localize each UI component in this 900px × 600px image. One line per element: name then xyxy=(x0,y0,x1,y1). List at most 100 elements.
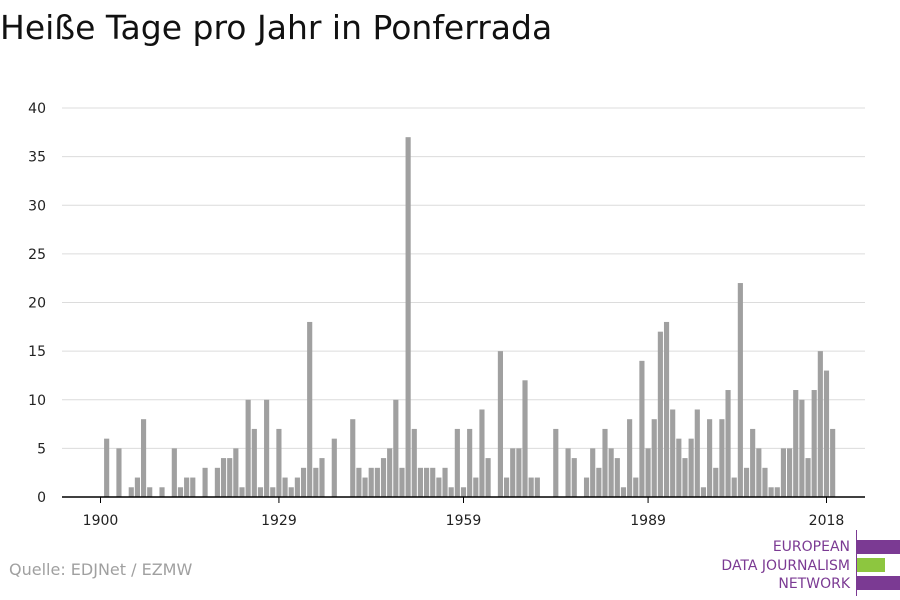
bar xyxy=(602,428,608,497)
x-tick-label: 1959 xyxy=(446,513,482,529)
bar xyxy=(467,428,473,497)
bar xyxy=(590,448,596,498)
y-tick-label: 0 xyxy=(37,490,46,506)
bar xyxy=(823,370,830,497)
bar xyxy=(147,487,153,497)
bar xyxy=(762,467,768,497)
bar xyxy=(571,458,577,497)
bar xyxy=(731,477,737,497)
bar xyxy=(430,467,436,497)
bar xyxy=(245,399,251,497)
bar xyxy=(227,458,233,497)
bar xyxy=(442,467,448,497)
bar xyxy=(350,419,356,497)
logo-text-line3: NETWORK xyxy=(778,576,850,592)
logo-divider xyxy=(856,530,857,596)
chart-title: Heiße Tage pro Jahr in Ponferrada xyxy=(0,8,553,47)
bar xyxy=(270,487,276,497)
x-tick-label: 1900 xyxy=(83,513,119,529)
bar xyxy=(300,467,307,497)
bar xyxy=(497,351,503,498)
bar xyxy=(276,428,282,497)
x-tick-label: 2018 xyxy=(809,513,845,529)
y-tick-label: 25 xyxy=(28,247,46,263)
bar xyxy=(159,487,165,497)
logo-bar-top xyxy=(857,540,900,554)
bar xyxy=(214,467,220,497)
bar xyxy=(282,477,288,497)
bar xyxy=(368,467,374,497)
bar xyxy=(534,477,540,497)
bar xyxy=(627,419,633,497)
logo-text-line1: EUROPEAN xyxy=(772,539,850,555)
bar xyxy=(140,419,147,497)
x-tick-label: 1989 xyxy=(630,513,666,529)
gridlines xyxy=(62,107,865,449)
bar xyxy=(633,477,639,497)
bar xyxy=(719,419,725,497)
bar xyxy=(356,467,362,497)
bar xyxy=(399,467,405,497)
bar xyxy=(565,448,571,498)
bar xyxy=(670,409,676,497)
bar xyxy=(374,467,380,497)
bar xyxy=(424,467,430,497)
bar xyxy=(104,438,110,497)
bar xyxy=(516,448,522,498)
edjnet-logo[interactable]: EUROPEAN DATA JOURNALISM NETWORK xyxy=(700,530,900,596)
bar xyxy=(750,428,756,497)
bar xyxy=(725,390,731,497)
y-tick-label: 40 xyxy=(28,101,46,117)
bar xyxy=(608,448,614,498)
bar xyxy=(233,448,239,498)
y-tick-label: 5 xyxy=(37,441,46,457)
bar xyxy=(811,390,817,497)
bar xyxy=(331,438,337,497)
bar xyxy=(184,477,190,497)
logo-bar-bottom xyxy=(857,576,900,590)
logo-text-line2: DATA JOURNALISM xyxy=(721,557,850,574)
bar xyxy=(190,477,196,497)
bar xyxy=(380,458,387,497)
bar xyxy=(583,477,590,497)
bar xyxy=(473,477,479,497)
bar xyxy=(251,428,257,497)
bar xyxy=(596,467,602,497)
bar xyxy=(817,351,823,498)
bar xyxy=(128,487,134,497)
bar xyxy=(479,409,485,497)
bar xyxy=(257,487,264,497)
bar xyxy=(805,458,811,497)
bar xyxy=(768,487,774,497)
x-axis-ticks: 1900 1929 1959 1989 2018 xyxy=(83,497,845,529)
y-tick-label: 15 xyxy=(28,344,46,360)
bar xyxy=(288,487,294,497)
bar xyxy=(134,477,140,497)
bar xyxy=(436,477,442,497)
bar xyxy=(756,448,762,498)
bar xyxy=(411,428,417,497)
y-tick-label: 35 xyxy=(28,150,46,166)
bar xyxy=(682,458,688,497)
source-note: Quelle: EDJNet / EZMW xyxy=(9,560,193,579)
bar xyxy=(417,467,424,497)
bar-chart: 0 5 10 15 20 25 30 35 40 1900 1929 1959 1989 2018 xyxy=(28,101,865,529)
bar xyxy=(830,428,836,497)
bar xyxy=(700,487,707,497)
bar xyxy=(177,487,184,497)
bar xyxy=(614,458,620,497)
bar xyxy=(171,448,177,498)
bar xyxy=(503,477,510,497)
bar xyxy=(362,477,368,497)
bar xyxy=(639,360,645,497)
bar xyxy=(707,419,713,497)
y-tick-label: 20 xyxy=(28,296,46,312)
bar xyxy=(319,458,325,497)
y-axis-ticks: 0 5 10 15 20 25 30 35 40 xyxy=(28,101,46,506)
bar xyxy=(553,428,559,497)
x-tick-label: 1929 xyxy=(261,513,297,529)
bar xyxy=(737,283,743,497)
bar xyxy=(116,448,122,498)
bar xyxy=(510,448,516,498)
bar xyxy=(264,399,270,497)
